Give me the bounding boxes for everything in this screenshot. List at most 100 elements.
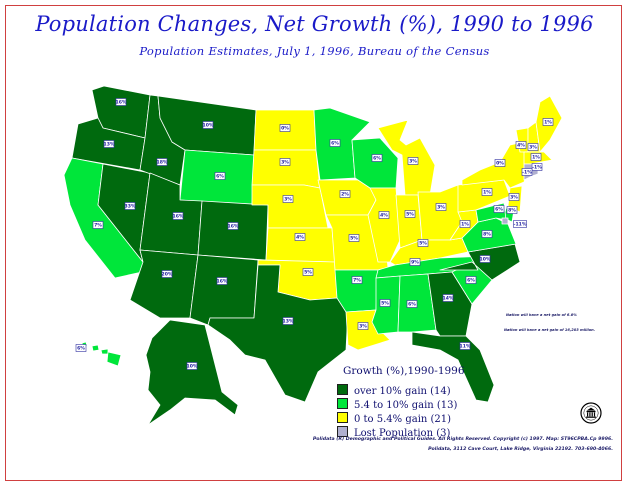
state-label-box xyxy=(508,193,520,201)
state-label-text: 8% xyxy=(483,232,491,238)
state-label-text: 33% xyxy=(125,204,136,210)
legend-item-0-to-5-4: 0 to 5.4% gain (21) xyxy=(337,412,452,425)
state-label-box xyxy=(282,195,294,203)
legend-label: 5.4 to 10% gain (13) xyxy=(354,400,458,411)
state-label-text: 8% xyxy=(508,208,516,214)
state-label-text: 3% xyxy=(510,195,518,201)
state-label-text: 1% xyxy=(532,155,540,161)
state-label-text: -11% xyxy=(514,222,527,228)
state-label-text: 5% xyxy=(350,236,358,242)
state-label-text: 0% xyxy=(281,126,289,132)
legend-swatch-5-4-to-10 xyxy=(337,398,348,409)
legend-label: over 10% gain (14) xyxy=(354,386,451,397)
page-subtitle: Population Estimates, July 1, 1996, Bure… xyxy=(139,44,490,58)
state-label-ne: 3% xyxy=(282,195,294,203)
state-label-box xyxy=(227,222,239,230)
state-label-mt: 10% xyxy=(202,121,214,129)
census-seal-icon xyxy=(580,402,602,424)
state-label-box xyxy=(527,143,539,151)
state-label-box xyxy=(542,118,554,126)
state-label-de: 8% xyxy=(506,206,518,214)
legend-item-lost: Lost Population (3) xyxy=(337,426,450,439)
state-label-box xyxy=(404,210,416,218)
state-label-box xyxy=(459,342,471,350)
state-mi xyxy=(377,119,436,196)
state-label-ar: 7% xyxy=(351,276,363,284)
state-label-box xyxy=(279,124,291,132)
state-label-text: -1% xyxy=(532,165,542,171)
state-label-vt: 4% xyxy=(515,141,527,149)
state-fl xyxy=(411,331,495,403)
state-hi xyxy=(81,341,122,367)
state-label-oh: 3% xyxy=(435,203,447,211)
state-label-ca: 7% xyxy=(92,221,104,229)
state-label-text: 1% xyxy=(461,222,469,228)
state-label-box xyxy=(202,121,214,129)
state-hi-island xyxy=(106,351,122,367)
state-label-box xyxy=(103,140,115,148)
state-label-text: 16% xyxy=(228,224,239,230)
state-label-box xyxy=(115,98,127,106)
state-label-dc: -11% xyxy=(513,220,527,228)
state-label-text: 6% xyxy=(331,141,339,147)
state-label-text: 11% xyxy=(460,344,471,350)
state-label-pa: 1% xyxy=(481,188,493,196)
state-label-text: 3% xyxy=(359,324,367,330)
state-label-text: 14% xyxy=(443,296,454,302)
state-label-wv: 1% xyxy=(459,220,471,228)
state-label-ky: 5% xyxy=(417,239,429,247)
state-label-in: 5% xyxy=(404,210,416,218)
state-label-box xyxy=(521,168,533,176)
state-ks xyxy=(265,227,336,263)
state-label-text: 5% xyxy=(381,301,389,307)
state-label-or: 13% xyxy=(103,140,115,148)
state-label-box xyxy=(493,205,505,213)
legend-swatch-over-10 xyxy=(337,384,348,395)
state-label-box xyxy=(378,211,390,219)
state-label-text: 4% xyxy=(296,235,304,241)
legend-item-5-4-to-10: 5.4 to 10% gain (13) xyxy=(337,398,458,411)
state-dc xyxy=(501,217,509,225)
state-label-text: 0% xyxy=(496,161,504,167)
state-label-ok: 5% xyxy=(302,268,314,276)
state-label-text: 6% xyxy=(77,346,85,352)
state-label-ms: 5% xyxy=(379,299,391,307)
state-label-box xyxy=(479,255,491,263)
state-label-box xyxy=(417,239,429,247)
state-label-text: 10% xyxy=(480,257,491,263)
state-label-box xyxy=(409,258,421,266)
state-sd xyxy=(251,149,321,189)
state-label-box xyxy=(124,202,136,210)
legend-label: 0 to 5.4% gain (21) xyxy=(354,414,452,425)
state-label-id: 18% xyxy=(157,158,168,166)
state-label-text: 2% xyxy=(341,192,349,198)
state-label-box xyxy=(279,158,291,166)
state-label-box xyxy=(357,322,369,330)
state-label-ny: 0% xyxy=(494,159,506,167)
state-label-fl: 11% xyxy=(459,342,471,350)
state-label-al: 6% xyxy=(406,300,418,308)
state-label-va: 8% xyxy=(481,230,493,238)
state-label-text: 13% xyxy=(104,142,115,148)
footer-address: Polidata, 3112 Cave Court, Lake Ridge, V… xyxy=(428,447,613,452)
state-label-box xyxy=(506,206,518,214)
state-label-text: 9% xyxy=(411,260,419,266)
state-label-box xyxy=(513,220,527,228)
state-label-az: 20% xyxy=(162,270,173,278)
state-label-box xyxy=(92,221,104,229)
state-nm xyxy=(189,254,259,326)
state-label-box xyxy=(351,276,363,284)
state-label-box xyxy=(494,159,506,167)
state-label-text: 16% xyxy=(116,100,127,106)
state-label-box xyxy=(459,220,471,228)
state-label-text: 3% xyxy=(529,145,537,151)
state-label-tn: 9% xyxy=(409,258,421,266)
page-title: Population Changes, Net Growth (%), 1990… xyxy=(35,12,594,36)
state-label-wy: 6% xyxy=(214,172,226,180)
legend-item-over-10: over 10% gain (14) xyxy=(337,384,451,397)
state-label-text: 6% xyxy=(467,278,475,284)
state-label-box xyxy=(214,172,226,180)
nation-growth-note: Nation will have a net gain of 6.8% xyxy=(506,313,577,317)
state-label-box xyxy=(329,139,341,147)
